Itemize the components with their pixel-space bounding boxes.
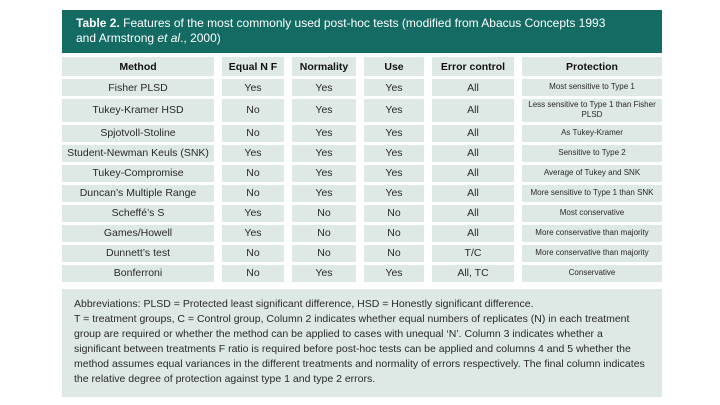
table-cell: Games/Howell [62, 224, 214, 242]
column-header: Protection [522, 57, 662, 76]
table-cell: Yes [292, 264, 356, 282]
protection-cell: Less sensitive to Type 1 than Fisher PLS… [522, 99, 662, 122]
protection-cell: Most sensitive to Type 1 [522, 79, 662, 96]
table-cell: All [432, 184, 514, 202]
table-cell: Yes [364, 99, 424, 122]
table-cell: Yes [364, 184, 424, 202]
table-cell: No [292, 204, 356, 222]
table-cell: No [364, 244, 424, 262]
protection-cell: More sensitive to Type 1 than SNK [522, 184, 662, 202]
footnote: Abbreviations: PLSD = Protected least si… [62, 288, 662, 397]
table-title-line1: Features of the most commonly used post-… [119, 16, 606, 30]
table-cell: All [432, 224, 514, 242]
footnote-abbreviations: Abbreviations: PLSD = Protected least si… [74, 297, 534, 310]
table-cell: No [222, 99, 284, 122]
column-header: Equal N F [222, 57, 284, 76]
table-cell: No [222, 264, 284, 282]
table-cell: Dunnett’s test [62, 244, 214, 262]
table-title-etal: et al [157, 31, 181, 45]
table-cell: Yes [364, 164, 424, 182]
table-cell: All [432, 144, 514, 162]
table-cell: All, TC [432, 264, 514, 282]
table-cell: T/C [432, 244, 514, 262]
footnote-body: T = treatment groups, C = Control group,… [74, 312, 645, 385]
table-cell: Yes [222, 224, 284, 242]
table-cell: Yes [292, 184, 356, 202]
table-cell: No [222, 184, 284, 202]
table-cell: All [432, 79, 514, 96]
table-cell: No [222, 244, 284, 262]
table-cell: No [222, 124, 284, 142]
table-cell: Duncan’s Multiple Range [62, 184, 214, 202]
table-cell: No [292, 244, 356, 262]
protection-cell: Sensitive to Type 2 [522, 144, 662, 162]
table-title-line2-post: ., 2000) [180, 31, 221, 45]
table-cell: Yes [222, 79, 284, 96]
protection-cell: As Tukey-Kramer [522, 124, 662, 142]
table-cell: All [432, 124, 514, 142]
posthoc-table: Method Equal N F Normality Use Error control… [62, 57, 662, 282]
column-header: Error control [432, 57, 514, 76]
table-cell: All [432, 204, 514, 222]
table-cell: Yes [364, 264, 424, 282]
table-cell: Yes [292, 164, 356, 182]
protection-cell: More conservative than majority [522, 244, 662, 262]
protection-cell: Conservative [522, 264, 662, 282]
protection-cell: Most conservative [522, 204, 662, 222]
table-cell: Yes [364, 79, 424, 96]
table-cell: No [222, 164, 284, 182]
table-cell: Yes [222, 144, 284, 162]
table-cell: Yes [292, 124, 356, 142]
table-cell: All [432, 164, 514, 182]
table-title-line2-pre: and Armstrong [76, 31, 158, 45]
table-title-label: Table 2. [76, 16, 120, 30]
table-cell: Scheffé’s S [62, 204, 214, 222]
table-cell: Yes [292, 79, 356, 96]
column-header: Normality [292, 57, 356, 76]
table-cell: Yes [222, 204, 284, 222]
column-header: Method [62, 57, 214, 76]
table-cell: Yes [292, 144, 356, 162]
table-cell: Tukey-Kramer HSD [62, 99, 214, 122]
table-cell: Bonferroni [62, 264, 214, 282]
protection-cell: More conservative than majority [522, 224, 662, 242]
protection-cell: Average of Tukey and SNK [522, 164, 662, 182]
table-cell: All [432, 99, 514, 122]
table-cell: No [364, 204, 424, 222]
table-figure: Table 2. Features of the most commonly u… [62, 10, 662, 397]
table-cell: Yes [364, 124, 424, 142]
table-cell: Spjotvoll-Stoline [62, 124, 214, 142]
table-cell: Yes [292, 99, 356, 122]
table-title-banner: Table 2. Features of the most commonly u… [62, 10, 662, 53]
table-cell: No [292, 224, 356, 242]
table-cell: Student-Newman Keuls (SNK) [62, 144, 214, 162]
column-header: Use [364, 57, 424, 76]
table-cell: No [364, 224, 424, 242]
table-cell: Tukey-Compromise [62, 164, 214, 182]
table-cell: Yes [364, 144, 424, 162]
table-cell: Fisher PLSD [62, 79, 214, 96]
